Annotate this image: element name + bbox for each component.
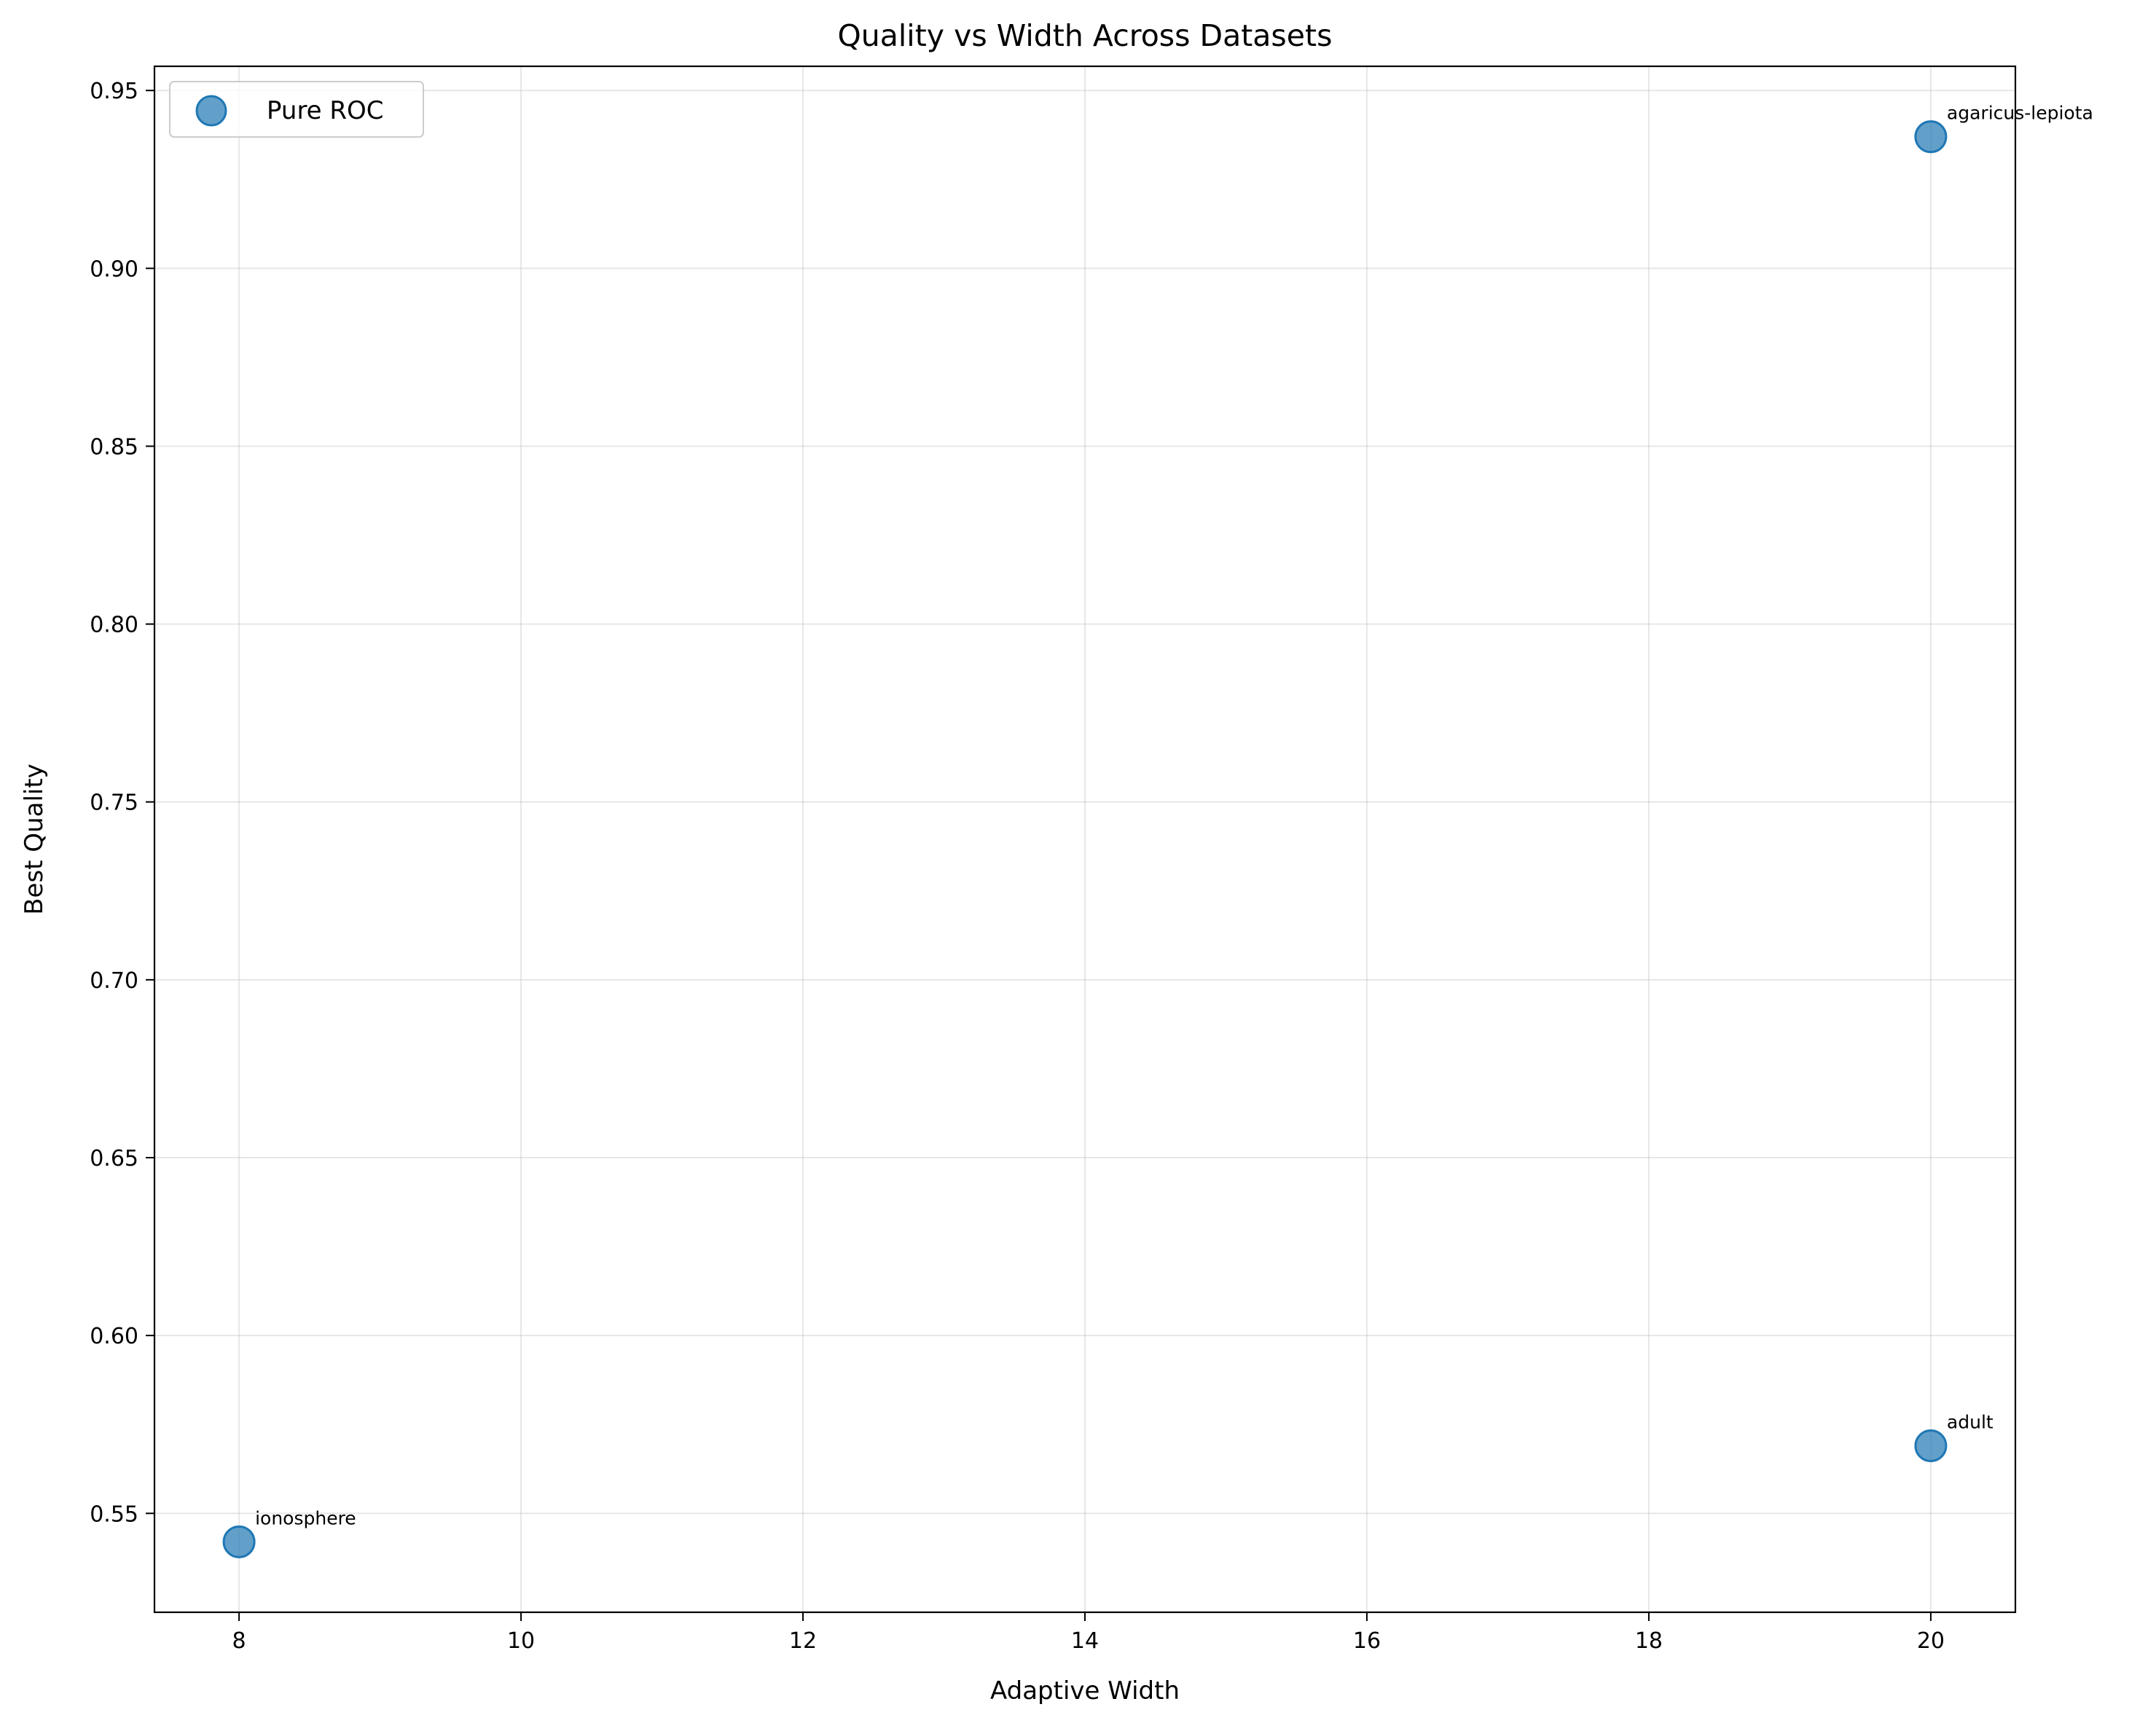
data-point [1914,120,1948,154]
x-tick-label: 12 [789,1628,817,1654]
x-tick-label: 14 [1071,1628,1099,1654]
point-annotation: adult [1947,1411,1994,1432]
y-tick-label: 0.70 [90,968,138,994]
y-tick-label: 0.65 [90,1146,138,1171]
x-axis-label: Adaptive Width [990,1676,1180,1706]
legend-marker-pure-roc [195,95,227,127]
legend-label-pure-roc: Pure ROC [267,96,384,125]
point-annotation: ionosphere [255,1507,356,1528]
y-tick-label: 0.80 [90,613,138,638]
point-annotation: agaricus-lepiota [1947,103,2093,124]
chart-title: Quality vs Width Across Datasets [838,18,1333,53]
y-tick-label: 0.55 [90,1502,138,1527]
y-axis-ticks: 0.55 0.60 0.65 0.70 0.75 0.80 0.85 0.90 0.95 [90,79,154,1527]
x-tick-label: 8 [232,1628,246,1654]
x-tick-label: 18 [1635,1628,1663,1654]
y-tick-label: 0.85 [90,434,138,460]
grid-lines [154,66,2015,1612]
x-tick-label: 10 [507,1628,535,1654]
x-axis-ticks: 8 10 12 14 16 18 20 [232,1612,1945,1654]
y-axis-label: Best Quality [20,764,49,915]
x-tick-label: 20 [1917,1628,1945,1654]
legend: Pure ROC [169,81,424,138]
data-point [1914,1429,1948,1462]
y-tick-label: 0.75 [90,790,138,816]
y-tick-label: 0.95 [90,79,138,104]
y-tick-label: 0.90 [90,256,138,282]
x-tick-label: 16 [1353,1628,1381,1654]
y-tick-label: 0.60 [90,1324,138,1349]
point-annotations: ionosphere adult agaricus-lepiota [255,103,2093,1529]
legend-box [169,81,424,138]
data-points [222,120,1948,1558]
data-point [222,1525,256,1558]
